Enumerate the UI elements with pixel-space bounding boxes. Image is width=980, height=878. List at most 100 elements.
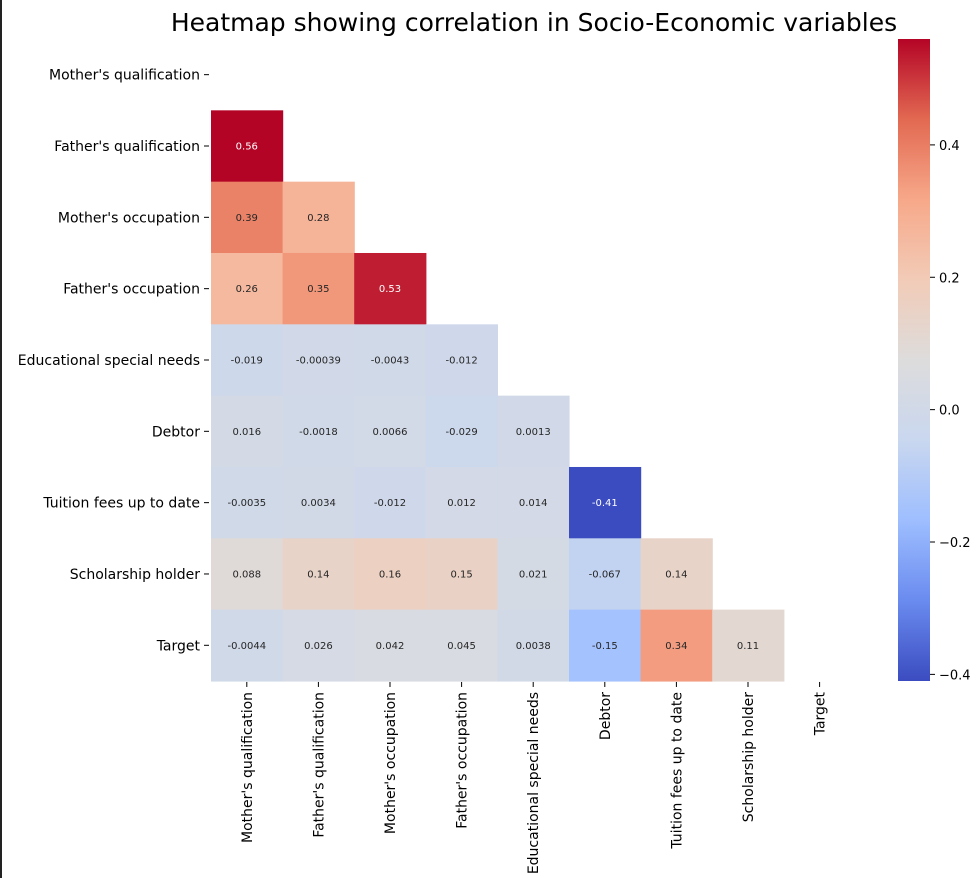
chart-title: Heatmap showing correlation in Socio-Eco… [171, 8, 897, 37]
cell-value-label: 0.016 [232, 427, 261, 438]
heatmap-cell [354, 466, 427, 539]
cell-value-label: 0.15 [450, 569, 472, 580]
heatmap-cell [497, 466, 570, 539]
x-tick-label: Target [813, 691, 829, 736]
cell-value-label: -0.0043 [371, 355, 410, 366]
heatmap-cell [282, 252, 355, 325]
left-frame-border [0, 0, 2, 878]
colorbar-tick-label: 0.2 [939, 271, 960, 286]
x-tick-label: Mother's qualification [240, 692, 256, 843]
cell-value-label: 0.088 [232, 569, 261, 580]
heatmap-cell [569, 466, 642, 539]
cell-value-label: 0.0038 [516, 641, 551, 652]
heatmap-cell [282, 609, 355, 682]
cell-value-label: 0.16 [379, 569, 401, 580]
cell-value-label: -0.15 [592, 641, 618, 652]
heatmap-cell [211, 609, 284, 682]
x-axis-labels: Mother's qualification Father's qualifica… [240, 681, 829, 874]
cell-value-label: 0.026 [304, 641, 333, 652]
y-tick-label: Educational special needs [18, 353, 200, 369]
x-tick-label: Mother's occupation [383, 692, 399, 834]
x-tick-label: Scholarship holder [741, 692, 757, 822]
y-tick-label: Mother's occupation [58, 210, 200, 226]
heatmap-cell [211, 252, 284, 325]
heatmap-cell [211, 538, 284, 611]
heatmap-cell [282, 538, 355, 611]
heatmap-cell [425, 609, 498, 682]
heatmap-cells: 0.56 0.39 0.28 0.26 0.35 0.53 -0.019 -0.00039 -0… [211, 110, 785, 682]
heatmap-cell [497, 609, 570, 682]
cell-value-label: 0.0013 [516, 427, 551, 438]
cell-value-label: -0.0044 [227, 641, 266, 652]
heatmap-cell [282, 324, 355, 397]
heatmap-cell [354, 538, 427, 611]
x-tick-label: Tuition fees up to date [669, 692, 685, 850]
heatmap-cell [712, 609, 785, 682]
cell-value-label: 0.0034 [301, 498, 336, 509]
cell-value-label: 0.35 [307, 284, 329, 295]
heatmap-cell [425, 395, 498, 468]
heatmap-cell [282, 395, 355, 468]
cell-value-label: -0.012 [374, 498, 406, 509]
heatmap-cell [640, 609, 713, 682]
heatmap-cell [640, 538, 713, 611]
colorbar-tick-label: 0.0 [939, 404, 960, 419]
x-tick-label: Father's occupation [455, 692, 471, 829]
cell-value-label: -0.41 [592, 498, 618, 509]
y-tick-label: Mother's qualification [49, 68, 200, 84]
cell-value-label: -0.0035 [227, 498, 266, 509]
heatmap-cell [282, 466, 355, 539]
cell-value-label: 0.34 [665, 641, 687, 652]
y-tick-label: Tuition fees up to date [42, 496, 200, 512]
cell-value-label: 0.045 [447, 641, 476, 652]
cell-value-label: 0.26 [236, 284, 258, 295]
cell-value-label: -0.029 [445, 427, 477, 438]
cell-value-label: -0.067 [589, 569, 621, 580]
heatmap-cell [569, 609, 642, 682]
y-tick-label: Father's qualification [54, 139, 200, 155]
heatmap-cell [354, 395, 427, 468]
heatmap-cell [211, 395, 284, 468]
x-tick-label: Father's qualification [311, 692, 327, 838]
cell-value-label: -0.012 [445, 355, 477, 366]
cell-value-label: 0.012 [447, 498, 476, 509]
heatmap-cell [425, 538, 498, 611]
cell-value-label: 0.11 [737, 641, 759, 652]
cell-value-label: -0.00039 [296, 355, 341, 366]
cell-value-label: 0.014 [519, 498, 548, 509]
heatmap-cell [425, 324, 498, 397]
heatmap-cell [354, 609, 427, 682]
heatmap-cell [497, 395, 570, 468]
colorbar-tick-label: 0.4 [939, 139, 960, 154]
y-axis-labels: Mother's qualification Father's qualifica… [18, 68, 209, 654]
y-tick-label: Target [156, 638, 201, 654]
heatmap-cell [497, 538, 570, 611]
heatmap-cell [211, 324, 284, 397]
y-tick-label: Debtor [152, 424, 200, 440]
cell-value-label: 0.39 [236, 213, 258, 224]
x-tick-label: Educational special needs [526, 692, 542, 874]
cell-value-label: -0.019 [231, 355, 263, 366]
cell-value-label: 0.021 [519, 569, 548, 580]
heatmap-cell [569, 538, 642, 611]
colorbar-tick-label: −0.2 [939, 536, 971, 551]
heatmap-cell [211, 110, 284, 183]
cell-value-label: 0.56 [236, 142, 258, 153]
colorbar [898, 39, 930, 681]
cell-value-label: 0.14 [307, 569, 329, 580]
cell-value-label: 0.14 [665, 569, 687, 580]
heatmap-cell [211, 181, 284, 254]
heatmap-cell [211, 466, 284, 539]
heatmap-cell [282, 181, 355, 254]
x-tick-label: Debtor [598, 692, 614, 740]
colorbar-ticks: 0.4 0.2 0.0 −0.2 −0.4 [930, 139, 971, 683]
cell-value-label: 0.042 [376, 641, 405, 652]
cell-value-label: -0.0018 [299, 427, 338, 438]
heatmap-cell [354, 252, 427, 325]
heatmap-cell [354, 324, 427, 397]
cell-value-label: 0.53 [379, 284, 401, 295]
cell-value-label: 0.0066 [373, 427, 408, 438]
y-tick-label: Scholarship holder [70, 567, 200, 583]
y-tick-label: Father's occupation [63, 282, 200, 298]
